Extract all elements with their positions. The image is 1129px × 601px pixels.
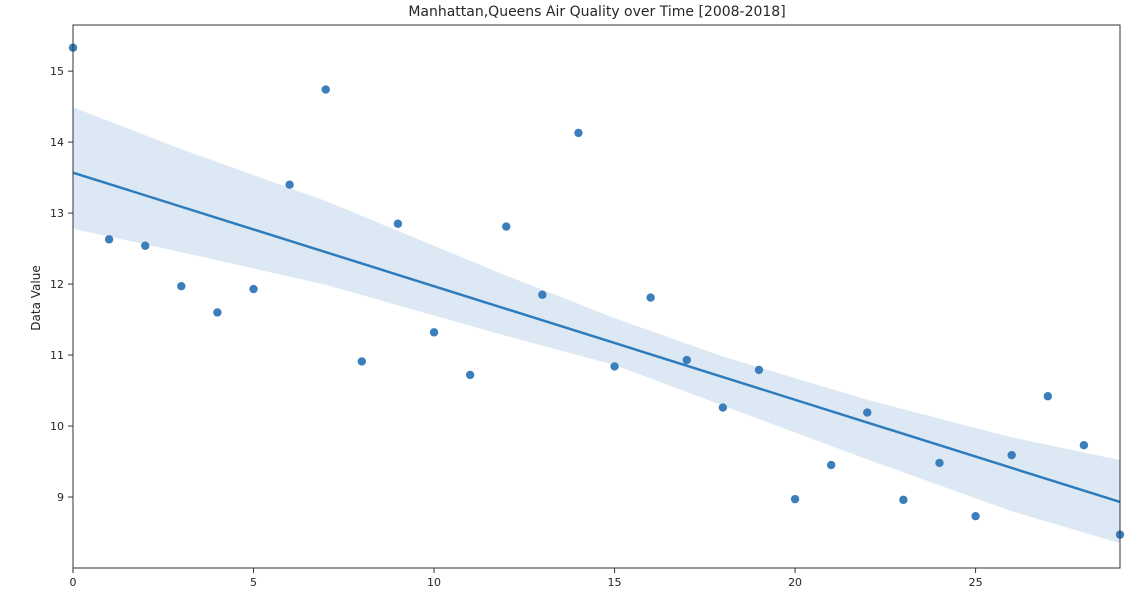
scatter-point [971,511,980,521]
y-tick-label: 15 [50,65,64,78]
scatter-point [718,403,728,412]
x-tick-label: 5 [250,576,257,589]
scatter-point [429,328,439,337]
y-axis-label: Data Value [29,265,43,330]
y-tick-label: 14 [50,136,64,149]
y-tick-label: 10 [50,420,64,433]
y-axis: 9 10 11 12 13 14 15 [50,65,73,504]
x-tick-label: 15 [608,576,622,589]
plot-frame [72,24,1121,569]
y-tick-label: 11 [50,349,64,362]
x-axis: 0 5 10 15 20 25 [70,568,983,589]
scatter-point [1043,392,1052,401]
x-tick-label: 0 [70,576,77,589]
scatter-point [538,290,547,299]
scatter-point [357,357,367,366]
x-tick-label: 25 [969,576,983,589]
scatter-point [393,219,403,228]
chart-title: Manhattan,Queens Air Quality over Time [… [408,4,785,20]
scatter-point [754,365,764,375]
scatter-point [610,362,619,371]
y-tick-label: 9 [57,491,64,504]
scatter-point [104,235,114,244]
scatter-point [465,370,475,380]
scatter-points [68,43,1125,539]
scatter-point [682,355,691,365]
scatter-point [574,128,583,138]
scatter-point [646,293,655,302]
x-tick-label: 10 [427,576,441,589]
scatter-point [141,241,150,250]
scatter-point [935,458,944,468]
plot-area [68,43,1125,544]
scatter-point [177,282,186,291]
y-tick-label: 13 [50,207,64,220]
scatter-point [1007,450,1016,460]
x-tick-label: 20 [788,576,802,589]
scatter-point [321,85,330,94]
scatter-point [502,222,511,231]
scatter-point [826,460,836,470]
scatter-point [249,284,258,294]
scatter-point [1079,441,1089,450]
regression-line [72,171,1121,504]
scatter-point [899,495,908,505]
confidence-band [73,107,1120,544]
scatter-point [285,180,294,189]
scatter-point [213,308,222,317]
scatter-point [863,408,872,417]
y-tick-label: 12 [50,278,64,291]
scatter-point [790,494,800,504]
